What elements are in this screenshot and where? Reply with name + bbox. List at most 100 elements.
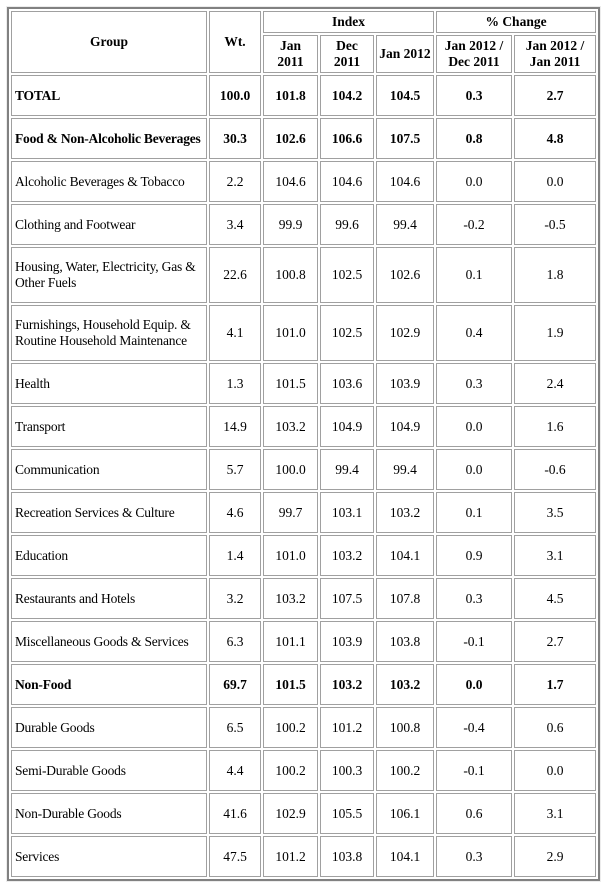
wt-cell: 4.6 (209, 492, 261, 533)
wt-cell: 3.4 (209, 204, 261, 245)
chg-dec2011-cell: -0.1 (436, 750, 512, 791)
idx-dec2011-cell: 105.5 (320, 793, 374, 834)
group-cell: Durable Goods (11, 707, 207, 748)
col-header-chg-jan2012-jan2011: Jan 2012 / Jan 2011 (514, 35, 597, 73)
chg-dec2011-cell: -0.2 (436, 204, 512, 245)
chg-jan2011-cell: 0.0 (514, 750, 597, 791)
chg-jan2011-cell: 3.1 (514, 535, 597, 576)
wt-cell: 14.9 (209, 406, 261, 447)
table-row-clothing: Clothing and Footwear 3.4 99.9 99.6 99.4… (11, 204, 597, 245)
chg-jan2011-cell: 1.9 (514, 305, 597, 361)
idx-dec2011-cell: 102.5 (320, 247, 374, 303)
chg-jan2011-cell: -0.5 (514, 204, 597, 245)
idx-dec2011-cell: 103.2 (320, 664, 374, 705)
group-cell: Education (11, 535, 207, 576)
wt-cell: 4.4 (209, 750, 261, 791)
idx-dec2011-cell: 106.6 (320, 118, 374, 159)
chg-dec2011-cell: 0.1 (436, 247, 512, 303)
idx-dec2011-cell: 104.2 (320, 75, 374, 116)
col-header-chg-jan2012-dec2011: Jan 2012 / Dec 2011 (436, 35, 512, 73)
group-cell: Alcoholic Beverages & Tobacco (11, 161, 207, 202)
table-row-durable-goods: Durable Goods 6.5 100.2 101.2 100.8 -0.4… (11, 707, 597, 748)
chg-jan2011-cell: 2.7 (514, 75, 597, 116)
idx-jan2012-cell: 102.6 (376, 247, 434, 303)
chg-dec2011-cell: 0.3 (436, 363, 512, 404)
idx-jan2012-cell: 104.1 (376, 836, 434, 877)
wt-cell: 41.6 (209, 793, 261, 834)
idx-jan2012-cell: 106.1 (376, 793, 434, 834)
group-cell: Non-Durable Goods (11, 793, 207, 834)
cpi-index-table: Group Wt. Index % Change Jan 2011 Dec 20… (5, 6, 602, 882)
group-cell: Services (11, 836, 207, 877)
group-cell: Furnishings, Household Equip. & Routine … (11, 305, 207, 361)
col-header-jan-2012: Jan 2012 (376, 35, 434, 73)
chg-jan2011-cell: 1.7 (514, 664, 597, 705)
idx-jan2011-cell: 101.1 (263, 621, 318, 662)
wt-cell: 2.2 (209, 161, 261, 202)
chg-jan2011-cell: 4.5 (514, 578, 597, 619)
idx-jan2011-cell: 101.5 (263, 363, 318, 404)
idx-dec2011-cell: 104.9 (320, 406, 374, 447)
table-row-total: TOTAL 100.0 101.8 104.2 104.5 0.3 2.7 (11, 75, 597, 116)
group-cell: Non-Food (11, 664, 207, 705)
idx-jan2011-cell: 101.0 (263, 535, 318, 576)
idx-dec2011-cell: 103.9 (320, 621, 374, 662)
table-row-restaurants: Restaurants and Hotels 3.2 103.2 107.5 1… (11, 578, 597, 619)
idx-jan2011-cell: 101.5 (263, 664, 318, 705)
idx-jan2012-cell: 103.2 (376, 664, 434, 705)
group-cell: Health (11, 363, 207, 404)
chg-jan2011-cell: 2.9 (514, 836, 597, 877)
idx-jan2011-cell: 100.2 (263, 707, 318, 748)
table-row-health: Health 1.3 101.5 103.6 103.9 0.3 2.4 (11, 363, 597, 404)
group-cell: Recreation Services & Culture (11, 492, 207, 533)
idx-dec2011-cell: 102.5 (320, 305, 374, 361)
idx-dec2011-cell: 104.6 (320, 161, 374, 202)
chg-dec2011-cell: 0.8 (436, 118, 512, 159)
idx-jan2011-cell: 99.7 (263, 492, 318, 533)
group-cell: Housing, Water, Electricity, Gas & Other… (11, 247, 207, 303)
idx-jan2011-cell: 101.2 (263, 836, 318, 877)
wt-cell: 100.0 (209, 75, 261, 116)
idx-jan2012-cell: 107.8 (376, 578, 434, 619)
idx-jan2011-cell: 104.6 (263, 161, 318, 202)
idx-jan2012-cell: 107.5 (376, 118, 434, 159)
idx-jan2011-cell: 102.6 (263, 118, 318, 159)
chg-dec2011-cell: 0.0 (436, 664, 512, 705)
idx-jan2011-cell: 103.2 (263, 578, 318, 619)
idx-jan2012-cell: 103.2 (376, 492, 434, 533)
chg-jan2011-cell: 1.8 (514, 247, 597, 303)
table-row-furnishings: Furnishings, Household Equip. & Routine … (11, 305, 597, 361)
group-cell: Miscellaneous Goods & Services (11, 621, 207, 662)
chg-dec2011-cell: 0.0 (436, 161, 512, 202)
wt-cell: 1.4 (209, 535, 261, 576)
group-cell: TOTAL (11, 75, 207, 116)
idx-jan2012-cell: 104.9 (376, 406, 434, 447)
chg-dec2011-cell: -0.1 (436, 621, 512, 662)
col-header-group: Group (11, 11, 207, 73)
chg-jan2011-cell: 3.5 (514, 492, 597, 533)
chg-dec2011-cell: 0.1 (436, 492, 512, 533)
chg-jan2011-cell: 4.8 (514, 118, 597, 159)
table-row-non-food: Non-Food 69.7 101.5 103.2 103.2 0.0 1.7 (11, 664, 597, 705)
idx-jan2011-cell: 101.8 (263, 75, 318, 116)
chg-jan2011-cell: -0.6 (514, 449, 597, 490)
idx-jan2011-cell: 101.0 (263, 305, 318, 361)
idx-dec2011-cell: 103.2 (320, 535, 374, 576)
chg-jan2011-cell: 2.4 (514, 363, 597, 404)
idx-jan2011-cell: 100.0 (263, 449, 318, 490)
idx-dec2011-cell: 107.5 (320, 578, 374, 619)
table-row-alcoholic-beverages: Alcoholic Beverages & Tobacco 2.2 104.6 … (11, 161, 597, 202)
wt-cell: 4.1 (209, 305, 261, 361)
chg-jan2011-cell: 0.0 (514, 161, 597, 202)
table-row-non-durable-goods: Non-Durable Goods 41.6 102.9 105.5 106.1… (11, 793, 597, 834)
chg-dec2011-cell: 0.0 (436, 449, 512, 490)
header-row-periods: Jan 2011 Dec 2011 Jan 2012 Jan 2012 / De… (11, 35, 597, 73)
table-row-transport: Transport 14.9 103.2 104.9 104.9 0.0 1.6 (11, 406, 597, 447)
table-row-services: Services 47.5 101.2 103.8 104.1 0.3 2.9 (11, 836, 597, 877)
group-cell: Semi-Durable Goods (11, 750, 207, 791)
chg-dec2011-cell: 0.0 (436, 406, 512, 447)
idx-jan2012-cell: 99.4 (376, 204, 434, 245)
wt-cell: 6.5 (209, 707, 261, 748)
col-header-jan-2011: Jan 2011 (263, 35, 318, 73)
